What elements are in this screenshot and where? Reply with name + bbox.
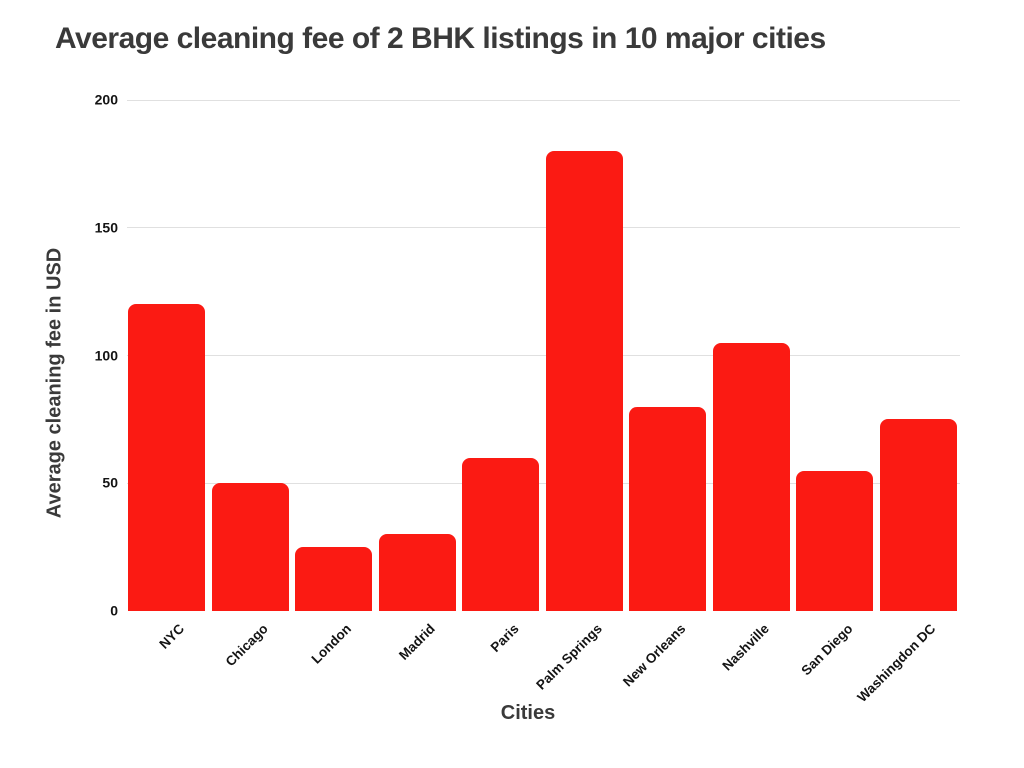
- bar-palm-springs: [545, 151, 623, 611]
- gridline-200: [127, 99, 960, 101]
- x-tick-new-orleans: New Orleans: [619, 621, 689, 690]
- x-tick-london: London: [308, 621, 355, 667]
- x-tick-chicago: Chicago: [222, 621, 271, 670]
- bar-washingdon-dc: [879, 419, 957, 611]
- x-tick-madrid: Madrid: [395, 621, 438, 663]
- gridline-50: [127, 482, 960, 484]
- x-tick-washingdon-dc: Washingdon DC: [854, 621, 939, 705]
- bar-paris: [462, 457, 540, 611]
- bar-new-orleans: [629, 406, 707, 611]
- x-tick-palm-springs: Palm Springs: [533, 621, 605, 693]
- y-tick-50: 50: [102, 474, 118, 491]
- x-tick-nyc: NYC: [156, 621, 188, 652]
- x-axis-title: Cities: [500, 702, 556, 724]
- bar-san-diego: [796, 470, 874, 611]
- bar-madrid: [378, 534, 456, 612]
- y-axis-title: Average cleaning fee in USD: [43, 247, 66, 519]
- x-tick-paris: Paris: [487, 621, 522, 655]
- y-tick-150: 150: [94, 219, 118, 236]
- x-tick-san-diego: San Diego: [798, 621, 856, 679]
- bar-chicago: [211, 483, 289, 612]
- x-tick-nashville: Nashville: [719, 621, 772, 674]
- y-tick-100: 100: [94, 347, 118, 364]
- bar-nyc: [128, 304, 206, 611]
- chart-title: Average cleaning fee of 2 BHK listings i…: [55, 22, 826, 55]
- y-tick-0: 0: [110, 602, 118, 619]
- gridline-150: [127, 227, 960, 229]
- y-tick-200: 200: [94, 91, 118, 108]
- gridline-100: [127, 355, 960, 356]
- bar-nashville: [712, 342, 790, 611]
- bar-london: [295, 547, 373, 611]
